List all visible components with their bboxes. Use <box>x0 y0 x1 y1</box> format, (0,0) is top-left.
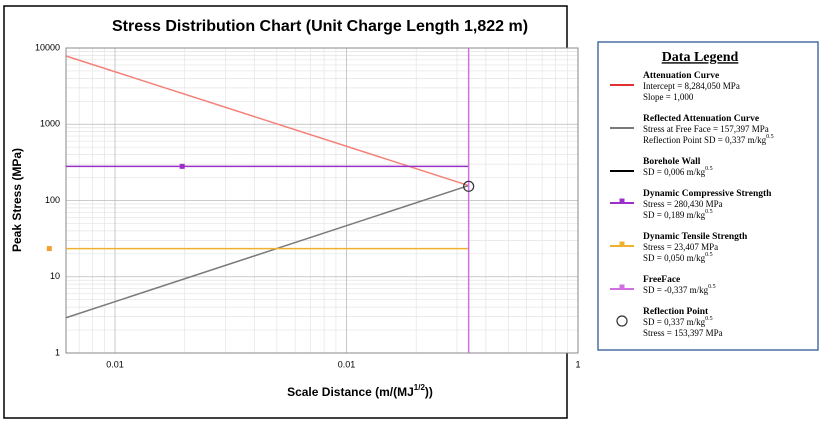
legend-detail-sup: 0.5 <box>766 134 774 140</box>
y-tick-label: 1000 <box>40 119 60 129</box>
legend-detail-text: Stress at Free Face = 157,397 MPa <box>643 124 769 134</box>
legend-detail: Stress at Free Face = 157,397 MPa <box>643 124 769 134</box>
legend-detail: SD = 0,006 m/kg0.5 <box>643 166 713 177</box>
marker <box>179 163 185 169</box>
legend-detail-text: Stress = 280,430 MPa <box>643 199 723 209</box>
x-axis-label: Scale Distance (m/(MJ1/2)) <box>287 383 433 399</box>
legend-detail: Intercept = 8,284,050 MPa <box>643 81 740 91</box>
legend-detail-text: Slope = 1,000 <box>643 92 694 102</box>
marker <box>619 241 625 247</box>
legend-detail-text: Stress = 23,407 MPa <box>643 242 718 252</box>
legend-detail-sup: 0.5 <box>705 316 713 322</box>
legend-box <box>597 41 819 351</box>
legend-detail-text: Reflection Point SD = 0,337 m/kg <box>643 135 767 145</box>
legend-detail: Stress = 153,397 MPa <box>643 328 723 338</box>
x-tick-label: 0.01 <box>106 359 124 369</box>
x-tick-label: 0.01 <box>338 359 356 369</box>
marker <box>619 198 625 204</box>
x-tick-label: 1 <box>575 359 580 369</box>
legend-detail: SD = -0,337 m/kg0.5 <box>643 284 716 295</box>
legend-label: Dynamic Tensile Strength <box>643 232 748 242</box>
y-tick-label: 10000 <box>35 42 60 52</box>
legend-detail-text: SD = 0,337 m/kg <box>643 317 706 327</box>
legend-detail: Stress = 23,407 MPa <box>643 242 718 252</box>
legend-title: Data Legend <box>662 50 739 65</box>
legend-detail-text: SD = 0,189 m/kg <box>643 210 706 220</box>
plot-border <box>65 47 579 354</box>
series-line <box>65 55 469 187</box>
legend-detail: Stress = 280,430 MPa <box>643 199 723 209</box>
legend-detail-sup: 0.5 <box>708 284 716 290</box>
legend-label: Attenuation Curve <box>643 71 719 81</box>
legend-label: FreeFace <box>643 275 680 285</box>
legend-detail-sup: 0.5 <box>705 166 713 172</box>
legend-label: Borehole Wall <box>643 157 701 167</box>
y-axis-label: Peak Stress (MPa) <box>10 148 24 252</box>
legend-detail-sup: 0.5 <box>705 252 713 258</box>
legend-detail: SD = 0,050 m/kg0.5 <box>643 252 713 263</box>
y-tick-label: 100 <box>45 195 60 205</box>
legend-detail-text: Intercept = 8,284,050 MPa <box>643 81 740 91</box>
marker <box>463 180 475 192</box>
chart-title: Stress Distribution Chart (Unit Charge L… <box>112 18 528 35</box>
legend-label: Reflected Attenuation Curve <box>643 114 759 124</box>
legend-detail-text: SD = 0,050 m/kg <box>643 253 706 263</box>
marker <box>619 284 625 290</box>
legend-detail-text: SD = -0,337 m/kg <box>643 285 709 295</box>
legend-detail-text: SD = 0,006 m/kg <box>643 167 706 177</box>
legend-detail-sup: 0.5 <box>705 209 713 215</box>
legend-label: Reflection Point <box>643 307 709 317</box>
legend-detail: SD = 0,337 m/kg0.5 <box>643 316 713 327</box>
y-tick-label: 10 <box>50 271 60 281</box>
marker <box>46 246 52 252</box>
legend-detail: SD = 0,189 m/kg0.5 <box>643 209 713 220</box>
marker <box>616 315 628 327</box>
legend-detail: Slope = 1,000 <box>643 92 694 102</box>
legend-detail-text: Stress = 153,397 MPa <box>643 328 723 338</box>
legend-label: Dynamic Compressive Strength <box>643 189 772 199</box>
legend-detail: Reflection Point SD = 0,337 m/kg0.5 <box>643 134 774 145</box>
y-tick-label: 1 <box>55 347 60 357</box>
series-line <box>65 184 469 319</box>
